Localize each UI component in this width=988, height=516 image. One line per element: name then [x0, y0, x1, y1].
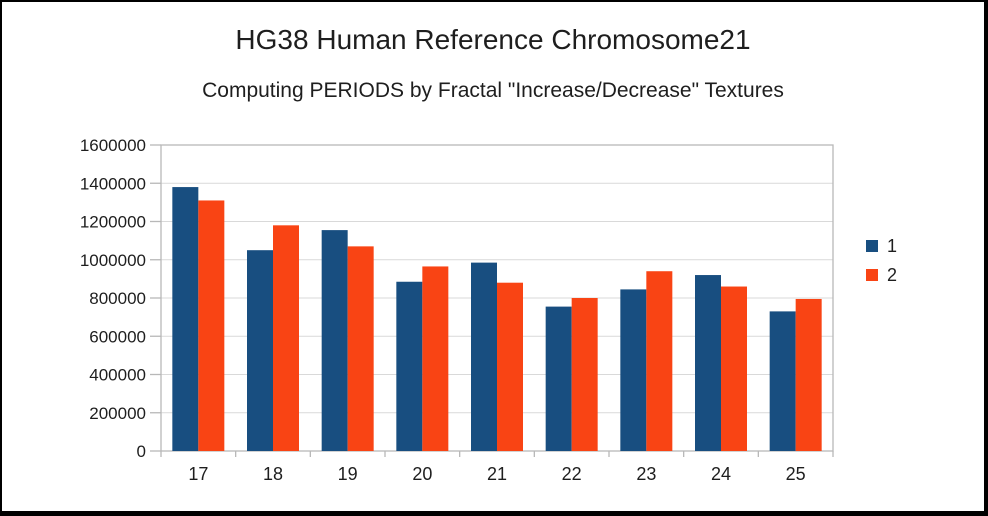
- y-tick-label-0: 0: [137, 442, 146, 461]
- series-1-label: 1: [887, 235, 898, 256]
- bar-series2-25: [795, 298, 822, 451]
- x-label-23: 23: [636, 464, 656, 484]
- bar-series1-24: [695, 275, 721, 451]
- y-tick-label-1000000: 1000000: [80, 251, 146, 270]
- bar-series1-25: [769, 311, 796, 451]
- bar-series2-19: [347, 246, 374, 451]
- x-label-20: 20: [412, 464, 432, 484]
- x-label-19: 19: [338, 464, 358, 484]
- legend: 1 2: [866, 235, 897, 293]
- bar-series1-21: [471, 262, 497, 451]
- bar-series2-18: [273, 225, 299, 451]
- bar-series2-20: [422, 266, 449, 451]
- bar-series1-18: [247, 250, 273, 451]
- bar-series1-20: [396, 281, 423, 451]
- bar-series2-21: [497, 282, 523, 451]
- y-tick-label-1200000: 1200000: [80, 213, 146, 232]
- y-tick-label-1600000: 1600000: [80, 136, 146, 155]
- bar-series2-24: [721, 286, 747, 451]
- chart-subtitle: Computing PERIODS by Fractal "Increase/D…: [202, 79, 784, 102]
- y-tick-label-1400000: 1400000: [80, 174, 146, 193]
- y-tick-label-800000: 800000: [89, 289, 146, 308]
- bar-series1-22: [545, 306, 572, 451]
- x-label-21: 21: [487, 464, 507, 484]
- legend-item-series-1: 1: [866, 235, 897, 257]
- bar-series2-17: [198, 200, 225, 451]
- legend-item-series-2: 2: [866, 264, 897, 286]
- y-tick-label-400000: 400000: [89, 366, 146, 385]
- bar-series1-19: [321, 230, 348, 451]
- x-label-25: 25: [786, 464, 806, 484]
- chart-title: HG38 Human Reference Chromosome21: [235, 24, 751, 55]
- series-2-swatch-icon: [866, 269, 878, 281]
- bar-series1-23: [620, 289, 647, 451]
- series-2-label: 2: [887, 264, 898, 285]
- y-tick-label-200000: 200000: [89, 404, 146, 423]
- x-label-22: 22: [562, 464, 582, 484]
- bar-series2-22: [571, 298, 598, 451]
- x-label-18: 18: [263, 464, 283, 484]
- y-tick-label-600000: 600000: [89, 327, 146, 346]
- bar-series1-17: [172, 187, 199, 451]
- x-label-17: 17: [188, 464, 208, 484]
- series-1-swatch-icon: [866, 240, 878, 252]
- x-label-24: 24: [711, 464, 731, 484]
- bar-series2-23: [646, 271, 673, 451]
